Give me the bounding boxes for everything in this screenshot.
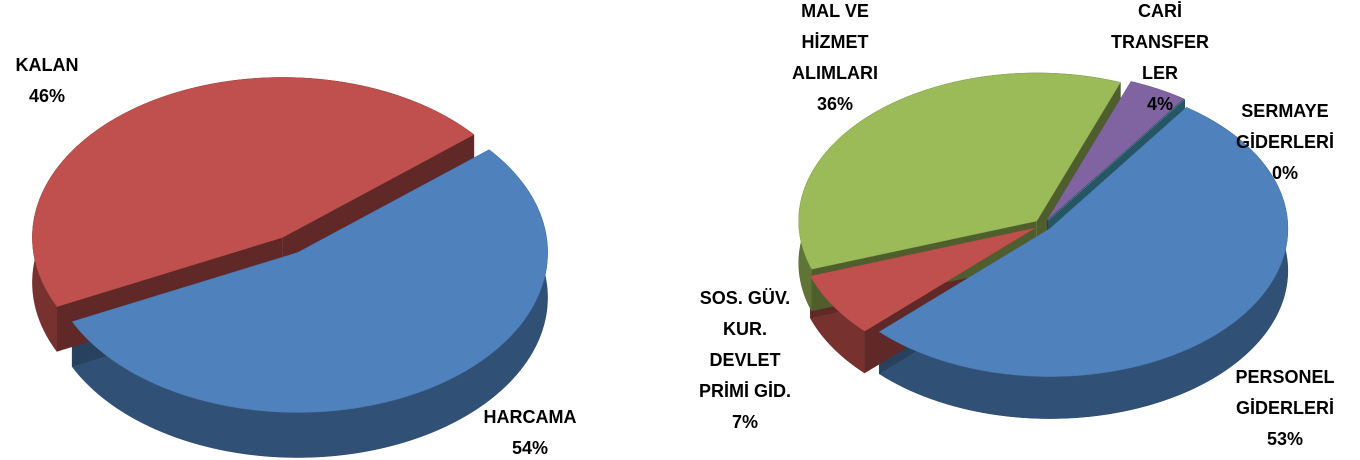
slice <box>809 227 1036 332</box>
slice <box>798 72 1121 270</box>
slice <box>878 107 1289 377</box>
slice <box>71 149 548 413</box>
slice-label: KALAN 46% <box>16 50 79 112</box>
slice-category-label: KALAN <box>15 55 79 75</box>
slice-label: PERSONEL GİDERLERİ 53% <box>1235 362 1334 455</box>
slice-label: SOS. GÜV. KUR. DEVLET PRİMİ GİD. 7% <box>699 283 791 438</box>
slice-value-label: 54% <box>511 438 549 458</box>
slice-label: CARİ TRANSFER LER 4% <box>1111 0 1209 120</box>
slice-category-label: MAL VE HİZMET ALIMLARI <box>792 1 878 83</box>
slice-value-label: 46% <box>28 86 66 106</box>
slice-category-label: CARİ TRANSFER LER <box>1111 1 1209 83</box>
slice <box>1046 81 1185 221</box>
slice-category-label: SERMAYE GİDERLERİ <box>1235 101 1335 152</box>
slice-category-label: HARCAMA <box>483 407 577 427</box>
slice-value-label: 0% <box>1271 163 1299 183</box>
slice-value-label: 4% <box>1146 94 1173 114</box>
slice <box>1047 98 1185 221</box>
top-faces <box>32 72 1289 413</box>
slice-value-label: 7% <box>731 412 759 432</box>
slice-value-label: 53% <box>1266 429 1304 449</box>
slice-value-label: 36% <box>816 94 854 114</box>
slice-label: SERMAYE GİDERLERİ 0% <box>1236 96 1334 189</box>
slice-label: MAL VE HİZMET ALIMLARI 36% <box>792 0 878 120</box>
slice-label: HARCAMA 54% <box>484 402 577 460</box>
slice-category-label: SOS. GÜV. KUR. DEVLET PRİMİ GİD. <box>698 288 792 401</box>
slice-category-label: PERSONEL GİDERLERİ <box>1235 367 1335 418</box>
slice <box>32 77 475 307</box>
